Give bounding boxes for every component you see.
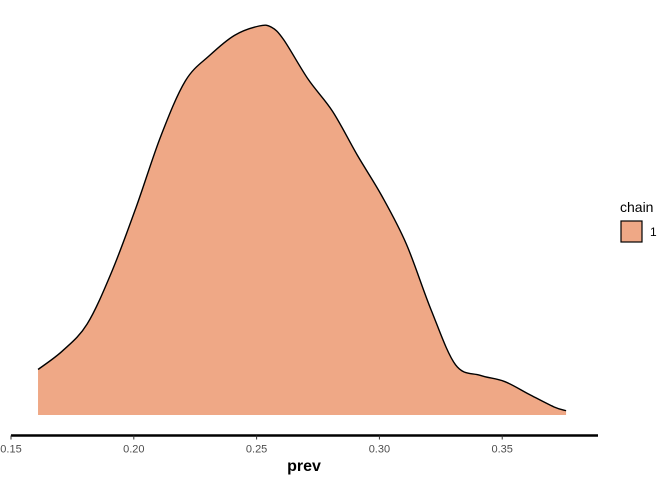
x-axis-title: prev [287, 458, 321, 475]
x-tick-label-1: 0.20 [123, 444, 144, 456]
density-line-series-1 [37, 24, 567, 412]
legend-key-1 [620, 220, 643, 243]
x-tick-label-3: 0.30 [369, 444, 390, 456]
x-tick-label-4: 0.35 [492, 444, 513, 456]
plot-area [37, 24, 567, 415]
legend-label-1: 1 [650, 225, 657, 239]
legend: chain 1 [620, 199, 657, 243]
x-axis: 0.15 0.20 0.25 0.30 0.35 [0, 434, 598, 456]
x-tick-label-2: 0.25 [246, 444, 267, 456]
x-tick-label-0: 0.15 [0, 444, 21, 456]
density-area-series-1 [38, 25, 567, 415]
legend-title: chain [620, 199, 653, 215]
